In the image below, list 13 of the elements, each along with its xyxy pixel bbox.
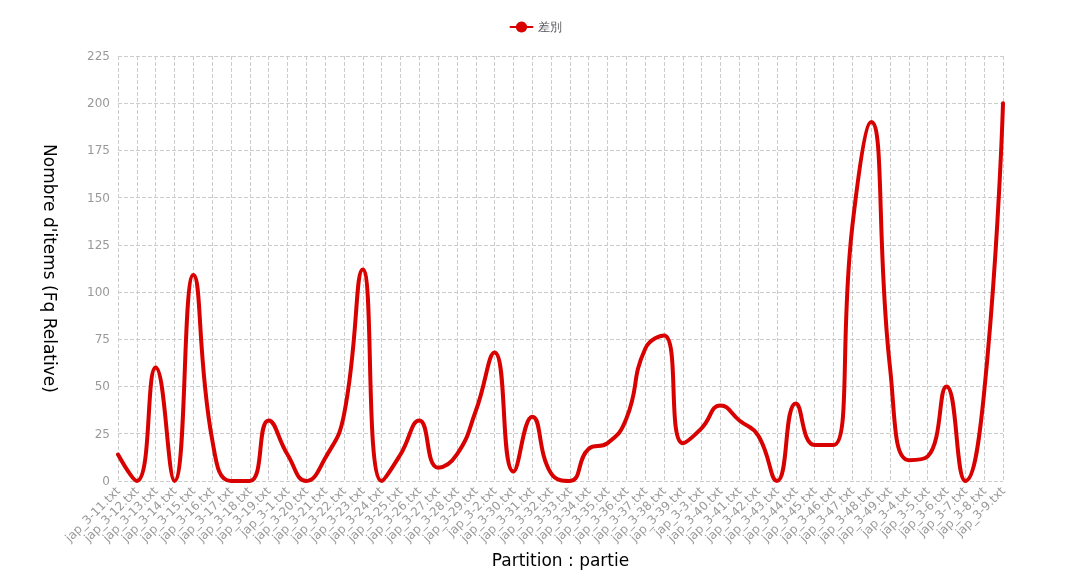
y-tick-label: 225 (87, 49, 110, 63)
y-tick-label: 50 (94, 379, 110, 394)
y-tick-label: 25 (94, 426, 110, 441)
y-tick-label: 75 (94, 332, 110, 347)
y-axis-title: Nombre d'items (Fq Relative) (39, 144, 60, 393)
y-tick-label: 0 (102, 473, 110, 488)
y-tick-label: 125 (87, 237, 110, 252)
y-tick-label: 200 (87, 96, 110, 111)
y-tick-label: 175 (87, 143, 110, 158)
y-tick-label: 150 (87, 190, 110, 205)
legend-label: 差別 (537, 20, 562, 34)
x-axis-title: Partition : partie (491, 549, 630, 570)
y-tick-label: 100 (87, 285, 110, 300)
